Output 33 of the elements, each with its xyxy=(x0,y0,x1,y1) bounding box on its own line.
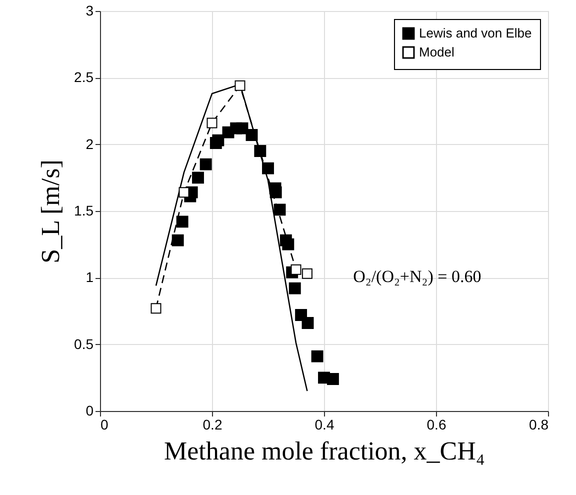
point xyxy=(212,134,224,146)
point xyxy=(302,268,312,279)
point xyxy=(172,234,184,246)
y-tick-label: 1 xyxy=(86,269,94,286)
x-tick-label: 0.8 xyxy=(529,416,549,432)
y-tick-label: 3 xyxy=(86,2,94,18)
y-tick-label: 1.5 xyxy=(74,202,94,218)
point xyxy=(178,187,190,198)
annotation: O₂/(O₂+N₂) = 0.60 xyxy=(353,267,482,286)
point xyxy=(302,317,314,329)
point xyxy=(290,264,302,275)
x-tick-label: 0.2 xyxy=(202,416,222,432)
point xyxy=(176,216,188,228)
point xyxy=(288,282,301,294)
point xyxy=(234,80,246,91)
legend-label: Model xyxy=(419,44,455,60)
y-tick-label: 2.5 xyxy=(74,69,94,86)
point xyxy=(311,350,324,362)
point xyxy=(150,303,162,314)
point xyxy=(282,238,294,250)
y-tick-label: 0.5 xyxy=(74,336,94,352)
point xyxy=(326,373,339,385)
x-tick-label: 0.4 xyxy=(314,416,334,432)
point xyxy=(192,172,204,184)
y-tick-label: 2 xyxy=(86,136,94,152)
y-tick-label: 0 xyxy=(86,402,94,418)
x-tick-label: 0.6 xyxy=(426,416,446,432)
y-axis-title: S_L [m/s] xyxy=(36,160,66,264)
x-tick-label: 0 xyxy=(100,416,108,432)
point xyxy=(200,158,212,170)
point xyxy=(206,118,218,128)
legend-label: Lewis and von Elbe xyxy=(419,26,532,40)
x-axis-title: Methane mole fraction, x_CH₄ xyxy=(164,436,485,466)
